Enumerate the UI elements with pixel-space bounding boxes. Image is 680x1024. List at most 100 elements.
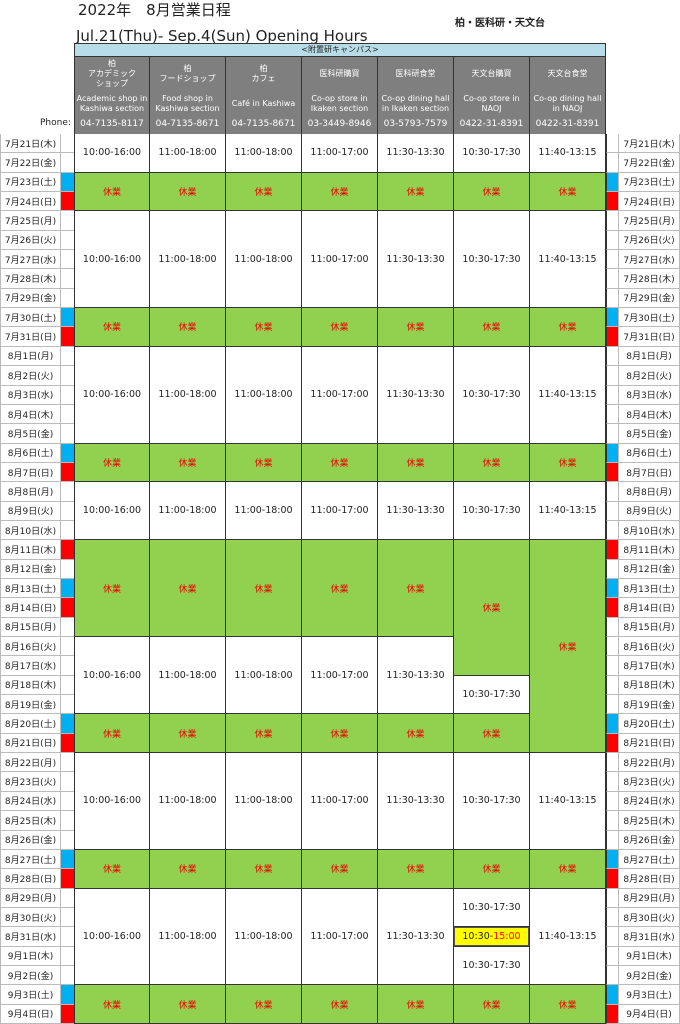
hours-cell: 11:30-13:30 bbox=[378, 482, 454, 541]
day-marker bbox=[61, 153, 74, 173]
header-name-en: Café in Kashiwa bbox=[231, 98, 296, 108]
hours-cell: 10:00-16:00 bbox=[74, 211, 150, 309]
closed-cell: 休業 bbox=[454, 443, 530, 483]
day-marker bbox=[606, 888, 618, 908]
column-header: 天文台食堂 Co-op dining hall in NAOJ 0422-31-83… bbox=[530, 57, 606, 134]
day-marker bbox=[606, 965, 618, 986]
closed-cell: 休業 bbox=[302, 985, 378, 1024]
column-header: 天文台購買 Co-op store in NAOJ 0422-31-8391 bbox=[454, 57, 530, 134]
closed-cell: 休業 bbox=[454, 540, 530, 676]
day-marker bbox=[61, 617, 74, 638]
date-label-left: 8月25日(木) bbox=[0, 811, 61, 831]
day-marker bbox=[61, 482, 74, 502]
closed-cell: 休業 bbox=[530, 985, 606, 1024]
closed-cell: 休業 bbox=[150, 714, 226, 754]
header-name-ja: 天文台食堂 bbox=[547, 69, 588, 78]
date-label-right: 7月29日(金) bbox=[618, 288, 680, 309]
hours-cell: 10:30-17:30 bbox=[454, 211, 530, 309]
date-label-left: 8月2日(火) bbox=[0, 366, 61, 386]
holiday-marker bbox=[61, 1004, 74, 1024]
column-header: 医科研購買 Co-op store in Ikaken section 03-344… bbox=[302, 57, 378, 134]
day-marker bbox=[606, 404, 618, 425]
date-label-left: 9月3日(土) bbox=[0, 985, 61, 1005]
day-marker bbox=[606, 695, 618, 715]
day-marker bbox=[606, 520, 618, 541]
date-label-left: 7月29日(金) bbox=[0, 288, 61, 309]
date-label-left: 8月23日(火) bbox=[0, 772, 61, 792]
day-marker bbox=[606, 907, 618, 928]
day-marker bbox=[61, 675, 74, 696]
hours-cell: 10:00-16:00 bbox=[74, 753, 150, 850]
hours-cell: 11:40-13:15 bbox=[530, 482, 606, 541]
day-marker bbox=[61, 385, 74, 405]
column-header: 柏 カフェ Café in Kashiwa 04-7135-8671 bbox=[226, 57, 302, 134]
date-label-left: 8月18日(木) bbox=[0, 675, 61, 696]
hours-cell: 11:40-13:15 bbox=[530, 134, 606, 173]
header-phone: 03-5793-7579 bbox=[383, 119, 448, 129]
header-phone: 03-3449-8946 bbox=[307, 119, 372, 129]
hours-cell: 11:30-13:30 bbox=[378, 637, 454, 715]
day-marker bbox=[61, 965, 74, 986]
date-label-left: 9月1日(木) bbox=[0, 946, 61, 966]
date-label-right: 9月3日(土) bbox=[618, 985, 680, 1005]
hours-cell: 11:00-18:00 bbox=[150, 888, 226, 986]
closed-cell: 休業 bbox=[454, 849, 530, 889]
hours-cell: 10:00-16:00 bbox=[74, 346, 150, 444]
date-label-right: 7月26日(火) bbox=[618, 230, 680, 251]
date-label-left: 8月20日(土) bbox=[0, 714, 61, 734]
closed-cell: 休業 bbox=[454, 714, 530, 754]
header-phone: 0422-31-8391 bbox=[535, 119, 600, 129]
date-label-left: 9月4日(日) bbox=[0, 1004, 61, 1024]
hours-cell: 10:30-17:30 bbox=[454, 346, 530, 444]
day-marker bbox=[61, 501, 74, 521]
hours-cell: 10:30-17:30 bbox=[454, 675, 530, 715]
day-marker bbox=[606, 153, 618, 173]
date-label-left: 8月8日(月) bbox=[0, 482, 61, 502]
date-label-right: 8月1日(月) bbox=[618, 346, 680, 367]
page-title: 2022年 8月営業日程 bbox=[78, 1, 231, 19]
saturday-marker bbox=[606, 714, 618, 734]
date-label-right: 8月17日(水) bbox=[618, 656, 680, 676]
closed-cell: 休業 bbox=[74, 308, 150, 347]
closed-cell: 休業 bbox=[302, 849, 378, 889]
day-marker bbox=[61, 811, 74, 831]
day-marker bbox=[606, 927, 618, 947]
hours-cell: 11:40-13:15 bbox=[530, 211, 606, 309]
hours-cell: 11:00-17:00 bbox=[302, 753, 378, 850]
holiday-marker bbox=[606, 540, 618, 560]
saturday-marker bbox=[61, 172, 74, 193]
day-marker bbox=[606, 811, 618, 831]
day-marker bbox=[61, 211, 74, 231]
closed-cell: 休業 bbox=[226, 985, 302, 1024]
closed-cell: 休業 bbox=[302, 714, 378, 754]
day-marker bbox=[606, 637, 618, 657]
date-label-left: 7月23日(土) bbox=[0, 172, 61, 193]
hours-cell: 10:30-17:30 bbox=[454, 753, 530, 850]
date-label-right: 8月20日(土) bbox=[618, 714, 680, 734]
highlighted-hours: 10:30- 15:00 bbox=[454, 927, 529, 946]
day-marker bbox=[61, 656, 74, 676]
hours-cell: 11:40-13:15 bbox=[530, 753, 606, 850]
date-label-right: 7月23日(土) bbox=[618, 172, 680, 193]
hours-cell: 10:30-17:30 bbox=[454, 134, 530, 173]
header-name-ja: 柏 カフェ bbox=[251, 64, 276, 83]
day-marker bbox=[61, 269, 74, 289]
header-name-en: Food shop in Kashiwa section bbox=[155, 93, 220, 113]
date-label-left: 8月19日(金) bbox=[0, 695, 61, 715]
date-label-right: 8月3日(水) bbox=[618, 385, 680, 405]
holiday-marker bbox=[61, 733, 74, 754]
header-name-ja: 柏 アカデミック ショップ bbox=[88, 59, 136, 88]
hours-end-changed: 15:00 bbox=[493, 930, 521, 942]
closed-cell: 休業 bbox=[530, 849, 606, 889]
date-label-right: 7月24日(日) bbox=[618, 192, 680, 212]
day-marker bbox=[606, 559, 618, 579]
date-label-left: 8月31日(水) bbox=[0, 927, 61, 947]
holiday-marker bbox=[61, 869, 74, 889]
date-label-right: 7月27日(水) bbox=[618, 250, 680, 270]
day-marker bbox=[61, 695, 74, 715]
date-label-left: 8月26日(金) bbox=[0, 830, 61, 850]
header-name-ja: 医科研購買 bbox=[319, 69, 360, 78]
hours-cell: 10:30-17:30 bbox=[454, 482, 530, 541]
date-label-right: 9月4日(日) bbox=[618, 1004, 680, 1024]
day-marker bbox=[61, 250, 74, 270]
